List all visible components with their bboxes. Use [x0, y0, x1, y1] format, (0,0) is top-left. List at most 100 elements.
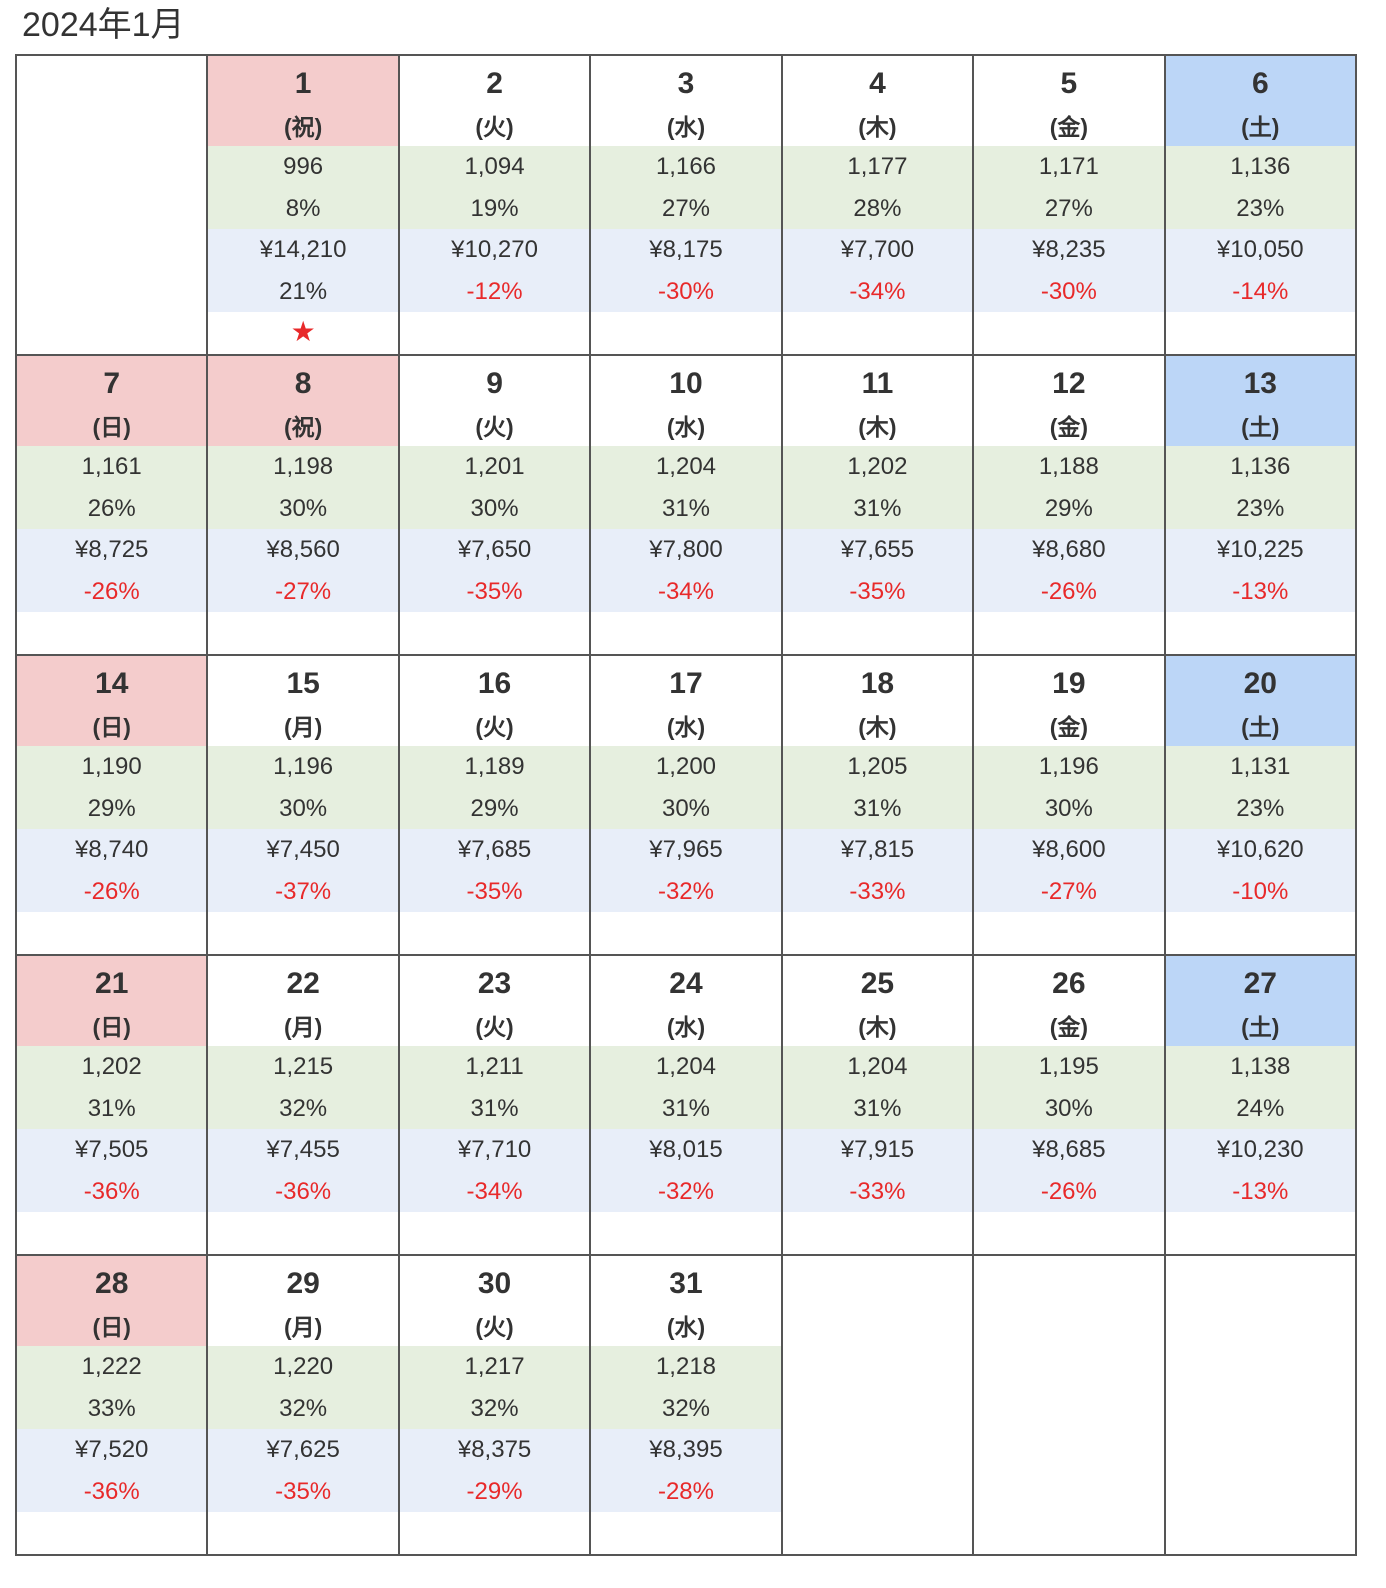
star-row [974, 612, 1163, 652]
weekday: (木) [858, 1014, 897, 1040]
count: 1,215 [208, 1046, 398, 1088]
day-number: 18 [860, 667, 895, 700]
day-header: 1 (祝) [208, 56, 398, 146]
price: ¥8,600 [974, 829, 1164, 871]
day-number: 22 [286, 967, 320, 1000]
price: ¥14,210 [208, 229, 398, 271]
price: ¥10,620 [1165, 829, 1355, 871]
count: 1,131 [1165, 746, 1355, 788]
weekday: (火) [475, 714, 514, 740]
day-cell: 5 (金) 1,171 27% ¥8,235 -30% [972, 54, 1164, 354]
calendar-grid: 1 (祝) 996 8% ¥14,210 21% ★ 2 (火) 1,094 19% ¥10,270-… [15, 54, 1357, 1556]
count: 1,195 [974, 1046, 1164, 1088]
day-number: 16 [477, 667, 512, 700]
weekday: (土) [1241, 714, 1280, 740]
price: ¥8,015 [591, 1129, 781, 1171]
count: 1,205 [782, 746, 973, 788]
star-row [208, 912, 397, 952]
day-header: 17 (水) [591, 656, 780, 746]
day-header: 12 (金) [974, 356, 1163, 446]
day-number: 10 [669, 367, 703, 400]
weekday: (火) [475, 1314, 514, 1340]
star-row [400, 1212, 589, 1252]
price: ¥8,685 [974, 1129, 1164, 1171]
price: ¥7,965 [591, 829, 781, 871]
change: -28% [591, 1470, 781, 1512]
star-row [1166, 612, 1355, 652]
day-number: 28 [95, 1267, 129, 1300]
count: 1,198 [208, 446, 398, 488]
ratio: 30% [591, 787, 781, 829]
ratio: 32% [208, 1087, 398, 1129]
count: 1,190 [17, 746, 207, 788]
star-row [400, 612, 589, 652]
count: 1,217 [399, 1346, 590, 1388]
day-cell: 6 (土) 1,136 23% ¥10,050 -14% [1163, 54, 1355, 354]
day-header: 3 (水) [591, 56, 780, 146]
price: ¥7,505 [17, 1129, 207, 1171]
change: -34% [399, 1170, 590, 1212]
price: ¥7,700 [782, 229, 973, 271]
change: -35% [208, 1470, 398, 1512]
day-number: 3 [677, 67, 695, 100]
star-row [17, 1512, 206, 1552]
day-number: 9 [486, 367, 503, 400]
change: -26% [17, 570, 207, 612]
star-row [591, 612, 780, 652]
change: -26% [974, 1170, 1164, 1212]
star-row [400, 912, 589, 952]
star-row [783, 912, 972, 952]
day-cell: 18 (木) 1,205 31% ¥7,815 -33% [780, 654, 973, 954]
day-number: 1 [294, 67, 312, 100]
day-number: 25 [860, 967, 895, 1000]
count: 1,136 [1165, 446, 1355, 488]
title: 2024年1月 [22, 6, 185, 44]
weekday: (月) [283, 1014, 323, 1040]
change: -34% [591, 570, 781, 612]
price: ¥10,270 [399, 229, 590, 271]
day-header: 22 (月) [208, 956, 397, 1046]
day-number: 20 [1243, 667, 1277, 700]
change: -33% [782, 870, 973, 912]
day-header: 31 (水) [591, 1256, 780, 1346]
day-cell: 28 (日) 1,222 33% ¥7,520 -36% [15, 1254, 207, 1554]
count: 1,218 [591, 1346, 781, 1388]
weekday: (日) [92, 1314, 131, 1340]
change: -36% [208, 1170, 398, 1212]
weekday: (土) [1241, 114, 1280, 140]
day-number: 5 [1060, 67, 1078, 100]
day-header: 20 (土) [1165, 656, 1355, 746]
day-cell: 15 (月) 1,196 30% ¥7,450 -37% [206, 654, 398, 954]
price: ¥10,230 [1165, 1129, 1355, 1171]
ratio: 33% [17, 1387, 207, 1429]
day-number: 2 [486, 67, 503, 100]
day-number: 8 [294, 367, 312, 400]
price: ¥7,915 [782, 1129, 973, 1171]
star-row [783, 1212, 972, 1252]
change: -13% [1165, 1170, 1355, 1212]
day-header: 30 (火) [400, 1256, 589, 1346]
star-row [1166, 312, 1355, 352]
count: 1,196 [974, 746, 1164, 788]
day-number: 12 [1052, 367, 1086, 400]
ratio: 29% [399, 787, 590, 829]
change: -10% [1165, 870, 1355, 912]
day-header: 5 (金) [974, 56, 1163, 146]
day-cell: 8 (祝) 1,198 30% ¥8,560 -27% [206, 354, 398, 654]
ratio: 31% [17, 1087, 207, 1129]
star-row [974, 312, 1163, 352]
day-number: 15 [286, 667, 320, 700]
weekday: (水) [666, 714, 706, 740]
weekday: (金) [1049, 714, 1089, 740]
weekday: (水) [666, 114, 706, 140]
weekday: (祝) [283, 414, 323, 440]
change: -30% [591, 270, 781, 312]
day-cell: 4 (木) 1,177 28% ¥7,700 -34% [780, 54, 973, 354]
weekday: (月) [283, 1314, 323, 1340]
day-cell: 26 (金) 1,195 30% ¥8,685 -26% [972, 954, 1164, 1254]
weekday: (祝) [283, 114, 323, 140]
day-cell: 9 (火) 1,201 30% ¥7,650 -35% [397, 354, 590, 654]
price: ¥10,050 [1165, 229, 1355, 271]
price: ¥10,225 [1165, 529, 1355, 571]
change: 21% [208, 270, 398, 312]
